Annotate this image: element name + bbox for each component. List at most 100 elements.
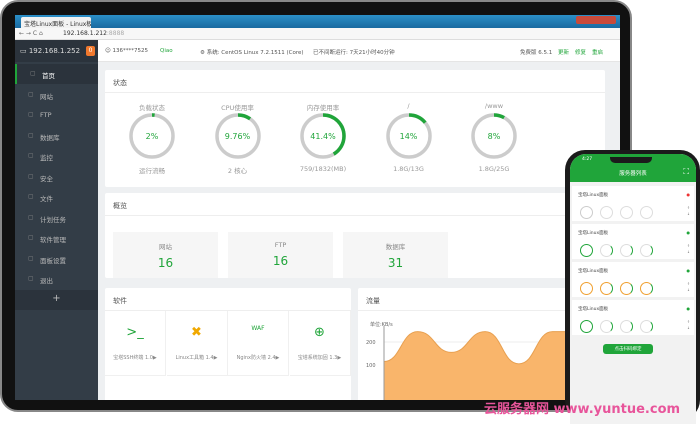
gauge-ring[interactable] <box>214 112 262 160</box>
overview-value: 16 <box>157 256 174 270</box>
server-card[interactable]: 宝塔Linux面板 ● ↑ ↓ <box>572 186 694 221</box>
watermark: 云服务器网 www.yuntue.com <box>484 402 681 417</box>
user-phone: 136****7525 <box>112 48 148 54</box>
sidebar-item-label: 软件管理 <box>40 236 66 244</box>
notification-badge[interactable]: 0 <box>86 46 95 56</box>
server-ip-text: 192.168.1.252 <box>28 47 81 55</box>
sidebar-item-7[interactable]: ▢ 计划任务 <box>15 208 98 228</box>
server-status: ● <box>686 268 691 273</box>
home-icon: ▢ <box>30 70 36 77</box>
overview-ftp[interactable]: FTP 16 <box>228 232 333 278</box>
server-status: ● <box>686 306 691 311</box>
url-text: 192.168.1.212:8888 <box>63 30 124 37</box>
add-button[interactable]: + <box>15 290 98 310</box>
gauge-arc <box>471 113 517 159</box>
sidebar-item-6[interactable]: ▢ 文件 <box>15 187 98 207</box>
gauge-ring[interactable] <box>470 112 518 160</box>
chart-ylabel: 单位:KB/s <box>370 322 393 328</box>
gauge-value: 14% <box>399 132 418 141</box>
update-link[interactable]: 更新 <box>558 50 570 56</box>
user-account[interactable]: ☺ 136****7525 <box>105 48 148 54</box>
gauge-value: 2% <box>145 132 159 141</box>
mini-gauge <box>640 244 653 257</box>
shield-plus-icon: ⊕ <box>314 325 325 340</box>
repair-link[interactable]: 修复 <box>575 50 587 56</box>
overview-sites[interactable]: 网站 16 <box>113 232 218 278</box>
download-rate: ↓ <box>687 326 690 330</box>
sidebar-item-8[interactable]: ▢ 软件管理 <box>15 228 98 248</box>
software-title: 软件 <box>113 297 127 305</box>
y-tick-label: 100 <box>366 363 376 369</box>
traffic-title: 流量 <box>366 297 380 305</box>
bind-button[interactable]: 点击扫码绑定 <box>603 344 653 354</box>
uptime: 已不间断运行: 7天21小时40分钟 <box>313 50 395 56</box>
scan-icon[interactable]: ⛶ <box>683 167 689 176</box>
gauge-label: / <box>407 102 410 110</box>
server-ip: ▭ 192.168.1.252 0 <box>15 40 98 62</box>
calendar-icon: ▢ <box>28 213 34 221</box>
window-controls[interactable] <box>576 16 616 24</box>
gauge-arc <box>385 113 432 159</box>
gauge-value: 8% <box>487 132 501 141</box>
address-bar[interactable]: ← → C ⌂ 192.168.1.212:8888 <box>15 28 620 40</box>
sidebar-item-label: 数据库 <box>40 133 60 142</box>
phone-screen: 4:27 服务器列表 ⛶ 宝塔Linux面板 ● ↑ ↓ 宝塔Linux面板 ● ↑ ↓ 宝塔L… <box>570 154 696 424</box>
software-item[interactable]: >_ 宝塔SSH终端 1.0▶ <box>105 311 166 376</box>
mini-gauge <box>600 206 613 219</box>
server-card[interactable]: 宝塔Linux面板 ● ↑ ↓ <box>572 262 694 297</box>
software-item[interactable]: ✖ Linux工具箱 1.4▶ <box>166 311 228 376</box>
gauge-value: 9.76% <box>224 132 251 141</box>
phone-time: 4:27 <box>582 157 593 162</box>
sidebar-item-label: 首页 <box>42 72 55 80</box>
gauge-ring[interactable] <box>385 112 433 160</box>
sidebar-item-label: FTP <box>40 111 52 119</box>
panel-header: ☺ 136****7525 Qiao ⚙ 系统: CentOS Linux 7.… <box>15 40 620 62</box>
gauge-ring[interactable] <box>128 112 176 160</box>
browser-tab[interactable]: 宝塔Linux面板 - Linux板 <box>21 17 91 28</box>
version: 免费版 6.5.1 <box>520 50 553 56</box>
sidebar-item-2[interactable]: ▢ FTP <box>15 105 98 125</box>
gauge-arc <box>214 113 261 159</box>
gauge-sub: 1.8G/25G <box>478 165 510 173</box>
download-rate: ↓ <box>687 250 690 254</box>
gauge-sub: 1.8G/13G <box>393 165 424 173</box>
sidebar-item-4[interactable]: ▢ 监控 <box>15 146 98 166</box>
url-port: :8888 <box>106 30 125 37</box>
overview-database[interactable]: 数据库 31 <box>343 232 448 278</box>
sidebar-item-10[interactable]: ▢ 退出 <box>15 269 98 289</box>
system-info: ⚙ 系统: CentOS Linux 7.2.1511 (Core) <box>200 50 304 56</box>
sidebar-item-0[interactable]: ▢ 首页 <box>15 64 98 84</box>
mini-gauge <box>620 282 633 295</box>
sidebar-item-label: 面板设置 <box>40 256 66 265</box>
sidebar-item-9[interactable]: ▢ 面板设置 <box>15 249 98 269</box>
software-panel: 软件 >_ 宝塔SSH终端 1.0▶ ✖ Linux工具箱 1.4▶ WAF Nginx防… <box>105 288 351 400</box>
restart-link[interactable]: 重启 <box>592 50 604 56</box>
mini-gauge <box>640 320 653 333</box>
overview-label: FTP <box>274 241 287 249</box>
nav-icons[interactable]: ← → C ⌂ <box>19 30 43 37</box>
upload-rate: ↑ <box>687 282 690 286</box>
gauge-ring[interactable] <box>299 112 347 160</box>
overview-value: 16 <box>272 254 289 268</box>
phone-header: 4:27 服务器列表 ⛶ <box>570 154 696 182</box>
folder-icon: ▢ <box>28 193 34 200</box>
software-item[interactable]: ⊕ 宝塔系统加固 1.3▶ <box>289 311 351 376</box>
mini-gauge <box>640 206 653 219</box>
sidebar-item-5[interactable]: ▢ 安全 <box>15 167 98 187</box>
phone-notch <box>610 157 652 163</box>
overview-panel: 概览 网站 16 FTP 16 数据库 31 <box>105 193 605 278</box>
mini-gauge <box>580 244 593 257</box>
nickname[interactable]: Qiao <box>160 48 173 54</box>
sidebar-item-label: 安全 <box>40 174 53 183</box>
server-card[interactable]: 宝塔Linux面板 ● ↑ ↓ <box>572 224 694 259</box>
database-icon: ▢ <box>28 131 34 139</box>
server-status: ● <box>686 192 691 197</box>
sidebar-item-1[interactable]: ▢ 网站 <box>15 85 98 105</box>
overview-value: 31 <box>387 256 404 270</box>
phone-frame: 4:27 服务器列表 ⛶ 宝塔Linux面板 ● ↑ ↓ 宝塔Linux面板 ● ↑ ↓ 宝塔L… <box>565 150 700 424</box>
sidebar-item-3[interactable]: ▢ 数据库 <box>15 126 98 146</box>
software-item[interactable]: WAF Nginx防火墙 2.4▶ <box>228 311 289 376</box>
mini-gauge <box>580 282 593 295</box>
system-value: CentOS Linux 7.2.1511 (Core) <box>221 50 304 56</box>
server-card[interactable]: 宝塔Linux面板 ● ↑ ↓ <box>572 300 694 335</box>
